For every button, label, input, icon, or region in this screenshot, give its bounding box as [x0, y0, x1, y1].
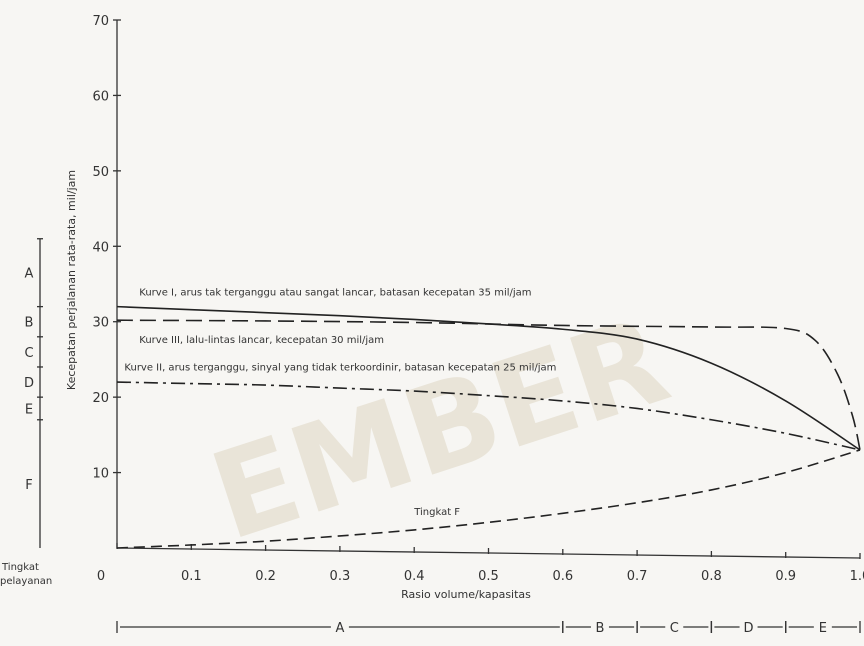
y-tick-label: 70: [92, 14, 109, 29]
series-line-4: [116, 449, 861, 549]
annotation-2: Kurve III, lalu-lintas lancar, kecepatan…: [139, 335, 384, 346]
x-tick-label: 0.2: [255, 569, 276, 584]
x-level-label: E: [819, 621, 827, 636]
x-tick-label: 0.8: [701, 569, 722, 584]
x-level-label-bg: [813, 619, 832, 635]
x-tick-label: 0.3: [330, 569, 351, 584]
x-tick-label: 0.9: [775, 569, 796, 584]
y-level-label: A: [25, 267, 34, 282]
x-level-label-bg: [665, 619, 684, 635]
x-level-label: C: [670, 621, 679, 636]
x-level-label: D: [744, 621, 754, 636]
series-line-3: [116, 381, 861, 451]
series-line-2: [116, 319, 861, 451]
x-ticks: 0 0.1 0.2 0.3 0.4 0.5 0.6 0.7 0.8 0.9 1.0: [97, 543, 864, 584]
x-tick-label: 0: [97, 569, 105, 584]
y-tick-label: 20: [92, 391, 109, 406]
x-level-label: A: [335, 621, 344, 636]
x-level-label-bg: [590, 619, 609, 635]
y-tick-label: 50: [92, 165, 109, 180]
y-ticks: 10 20 30 40 50 60 70: [92, 14, 121, 482]
x-level-label: B: [595, 621, 604, 636]
x-tick-label: 1.0: [850, 569, 864, 584]
annotation-3: Kurve II, arus terganggu, sinyal yang ti…: [124, 363, 556, 374]
annotations: Kurve I, arus tak terganggu atau sangat …: [124, 287, 556, 517]
y-level-label: D: [24, 376, 34, 391]
y-axis-label: Kecepatan perjalanan rata-rata, mil/jam: [65, 170, 78, 390]
y-tick-label: 60: [92, 89, 109, 104]
y-level-label: F: [25, 478, 32, 493]
level-axis-label-line1: Tingkat: [1, 562, 39, 573]
x-tick-label: 0.5: [478, 569, 499, 584]
y-tick-label: 30: [92, 316, 109, 331]
x-level-label-bg: [330, 619, 349, 635]
level-axis-label-line2: pelayanan: [0, 576, 52, 587]
annotation-1: Kurve I, arus tak terganggu atau sangat …: [139, 287, 531, 298]
x-level-label-bg: [739, 619, 758, 635]
x-axis-label: Rasio volume/kapasitas: [401, 588, 531, 601]
x-tick-label: 0.1: [181, 569, 202, 584]
series-layer: [116, 305, 861, 549]
y-level-label: B: [25, 316, 34, 331]
x-tick-label: 0.6: [552, 569, 573, 584]
y-level-label: C: [24, 346, 33, 361]
y-tick-label: 40: [92, 240, 109, 255]
annotation-4: Tingkat F: [413, 507, 460, 518]
x-tick-label: 0.4: [404, 569, 425, 584]
y-level-label: E: [25, 402, 33, 417]
x-tick-label: 0.7: [627, 569, 648, 584]
watermark-text: EMBER: [196, 291, 683, 568]
x-level-bands: A B C D E: [116, 619, 861, 636]
y-tick-label: 10: [92, 467, 109, 482]
